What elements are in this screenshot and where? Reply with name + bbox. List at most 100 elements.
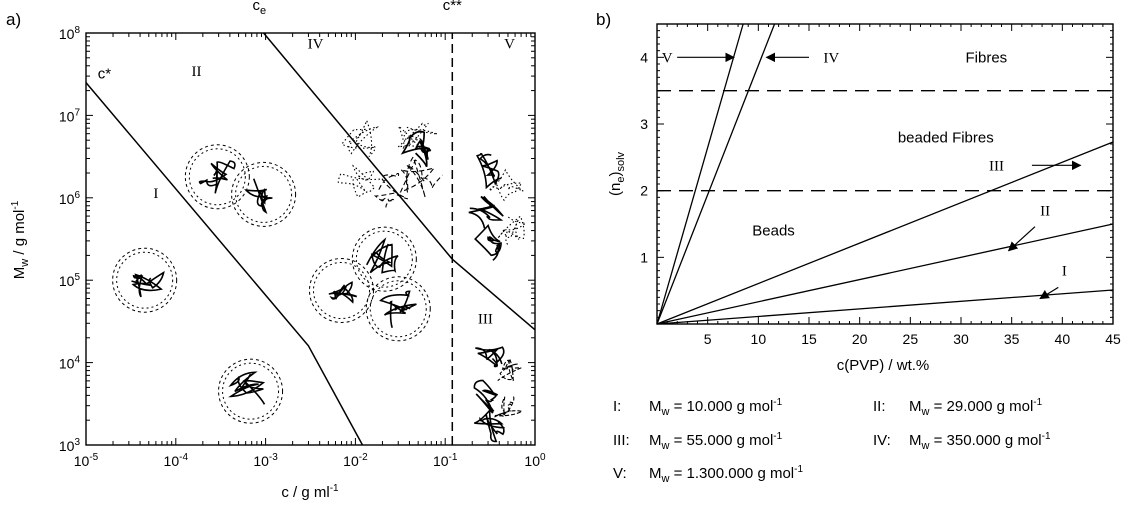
coil-boundary-3 xyxy=(218,358,284,424)
panel-b-x-tick-label: 5 xyxy=(704,331,712,347)
panel-b-x-tick-label: 45 xyxy=(1105,331,1121,347)
entangled-coil-7-1 xyxy=(396,122,438,152)
panel-b-x-tick-label: 20 xyxy=(852,331,868,347)
coil-boundary-1 xyxy=(184,144,250,210)
panel-b-legend: I: Mw = 10.000 g mol-1 II: Mw = 29.000 g mo… xyxy=(613,397,1051,485)
coil-inner-boundary-4 xyxy=(312,261,370,319)
series-label-II: II xyxy=(1040,204,1050,220)
coil-inner-boundary-3 xyxy=(222,362,280,420)
coil-boundary-2 xyxy=(231,161,297,227)
legend-numeral-1: II: xyxy=(873,398,886,415)
dense-coil-9-2 xyxy=(473,379,499,414)
panel-b-x-tick-label: 30 xyxy=(953,331,969,347)
coil-boundary-4 xyxy=(308,257,374,323)
panel-a-y-tick-label: 103 xyxy=(59,437,81,454)
panel-a-y-tick-label: 104 xyxy=(59,355,81,372)
regime-label-1: beaded Fibres xyxy=(898,129,994,146)
boundary-label-0: c* xyxy=(98,66,112,83)
dense-coil-8-1 xyxy=(488,168,524,202)
panel-b-y-tick-label: 1 xyxy=(640,249,648,265)
panel-b-y-axis-label: (ne)solv xyxy=(607,151,627,196)
polymer-coil-1 xyxy=(198,160,236,194)
coil-boundary-5 xyxy=(351,226,417,292)
panel-a-chart: 10-5 10-4 10-3 10-2 10-1 100 103 104 105 106 107 10… xyxy=(10,0,546,501)
panel-b-x-tick-label: 40 xyxy=(1055,331,1071,347)
polymer-coil-4 xyxy=(328,281,358,304)
region-label-3: IV xyxy=(308,36,324,52)
panel-a-tag: a) xyxy=(6,10,21,29)
legend-entry-1: Mw = 29.000 g mol-1 xyxy=(909,397,1043,418)
region-label-2: III xyxy=(478,311,493,327)
legend-entry-3: Mw = 350.000 g mol-1 xyxy=(909,431,1051,452)
series-line-II xyxy=(656,223,1114,325)
dense-coil-8-4 xyxy=(474,223,502,261)
regime-label-0: Fibres xyxy=(965,49,1007,66)
panel-a-x-tick-label: 10-4 xyxy=(164,452,189,469)
series-line-V xyxy=(656,23,744,325)
entangled-coil-7-5 xyxy=(400,130,432,168)
panel-a-y-tick-label: 106 xyxy=(59,190,81,207)
panel-b-tag: b) xyxy=(596,10,611,29)
coil-boundary-6 xyxy=(365,276,431,342)
series-label-IV: IV xyxy=(823,50,839,66)
series-label-V: V xyxy=(662,50,673,66)
coil-inner-boundary-6 xyxy=(369,280,427,338)
boundary-label-2: c** xyxy=(443,0,462,14)
coil-inner-boundary-1 xyxy=(188,148,246,206)
coil-boundary-0 xyxy=(112,247,178,313)
boundary-label-1: ce xyxy=(252,0,266,17)
region-label-1: II xyxy=(191,64,201,80)
coil-inner-boundary-2 xyxy=(235,165,293,223)
legend-numeral-3: IV: xyxy=(873,432,891,449)
dense-coil-8-3 xyxy=(497,215,528,246)
panel-a-y-tick-label: 105 xyxy=(59,272,81,289)
series-label-I: I xyxy=(1062,264,1067,280)
legend-entry-2: Mw = 55.000 g mol-1 xyxy=(649,431,783,452)
panel-a-y-axis-label: Mw / g mol-1 xyxy=(10,200,31,279)
series-line-III xyxy=(656,141,1114,325)
panel-b-x-tick-label: 25 xyxy=(903,331,919,347)
entangled-coil-7-3 xyxy=(373,172,409,208)
panel-b-y-tick-label: 2 xyxy=(640,183,648,199)
panel-a-x-tick-label: 10-5 xyxy=(74,452,99,469)
panel-a-boundary-lines xyxy=(85,32,536,446)
series-label-III: III xyxy=(989,158,1004,174)
panel-a-axes: 10-5 10-4 10-3 10-2 10-1 100 103 104 105 106 107 10… xyxy=(59,25,546,469)
legend-numeral-4: V: xyxy=(613,465,627,482)
region-label-0: I xyxy=(153,186,158,202)
dense-coil-9-3 xyxy=(493,396,524,418)
panel-b-chart: 5 10 15 20 25 30 35 40 45 1 2 3 4 Fibres beaded Fibre… xyxy=(607,23,1121,485)
legend-numeral-2: III: xyxy=(613,432,630,449)
series-line-I xyxy=(656,289,1114,325)
panel-a-x-tick-label: 10-1 xyxy=(433,452,458,469)
series-arrow-I xyxy=(1039,286,1059,300)
regime-label-2: Beads xyxy=(752,223,795,240)
panel-a-illustrations xyxy=(112,118,528,443)
polymer-coil-5 xyxy=(365,237,399,274)
panel-b-x-axis-label: c(PVP) / wt.% xyxy=(837,357,930,374)
panel-b-y-tick-label: 3 xyxy=(640,116,648,132)
polymer-coil-2 xyxy=(244,178,273,214)
dense-coil-9-0 xyxy=(475,346,505,368)
panel-b-x-tick-label: 35 xyxy=(1004,331,1020,347)
panel-a-frame xyxy=(85,32,536,446)
polymer-coil-0 xyxy=(131,270,165,298)
panel-b-frame xyxy=(656,23,1114,325)
series-line-IV xyxy=(656,23,776,325)
polymer-coil-3 xyxy=(228,371,266,405)
panel-b-axes: 5 10 15 20 25 30 35 40 45 1 2 3 4 xyxy=(640,23,1121,347)
region-label-4: V xyxy=(504,36,515,52)
panel-a-y-tick-label: 108 xyxy=(59,25,81,42)
polymer-coil-6 xyxy=(379,290,417,329)
panel-b-y-tick-label: 4 xyxy=(640,49,648,65)
dense-coil-9-4 xyxy=(474,408,505,443)
series-arrow-II xyxy=(1007,226,1036,252)
panel-a-y-tick-label: 107 xyxy=(59,107,81,124)
dense-coil-8-0 xyxy=(476,152,502,190)
panel-a-x-tick-label: 100 xyxy=(524,452,546,469)
panel-b-x-tick-label: 15 xyxy=(801,331,817,347)
coil-inner-boundary-5 xyxy=(355,230,413,288)
panel-a-x-tick-label: 10-2 xyxy=(343,452,368,469)
